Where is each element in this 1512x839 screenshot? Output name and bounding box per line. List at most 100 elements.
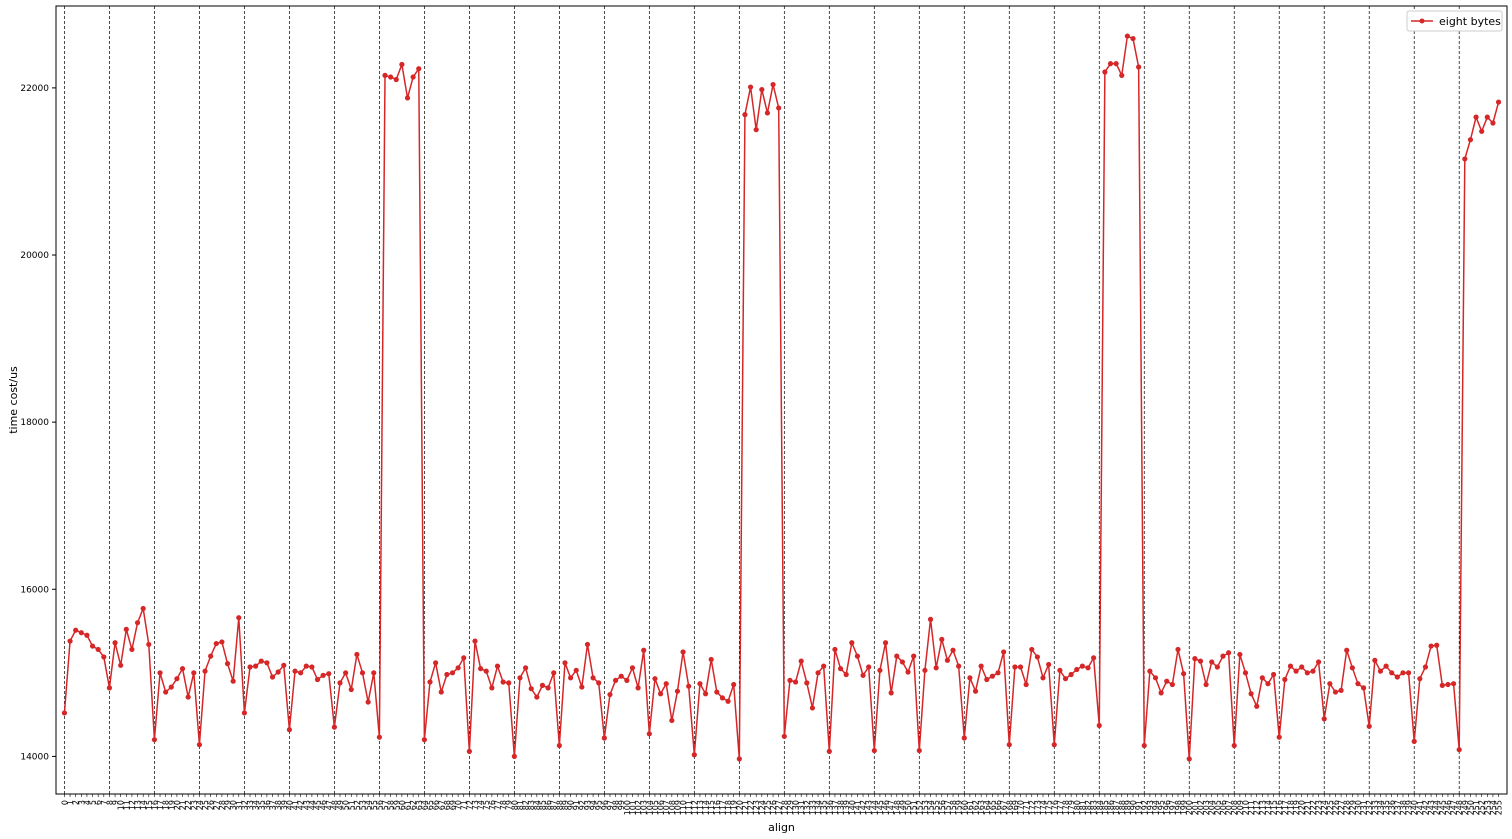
point-18 <box>163 689 169 695</box>
point-175 <box>1046 661 1052 668</box>
x-tick-label-243: 243 <box>1427 800 1436 815</box>
x-tick-label-53: 53 <box>359 800 368 810</box>
x-tick-label-81: 81 <box>516 800 525 810</box>
point-218 <box>1287 663 1294 669</box>
x-tick-label-201: 201 <box>1191 800 1200 815</box>
legend: eight bytes <box>1406 10 1503 32</box>
x-tick-label-234: 234 <box>1376 800 1385 815</box>
point-185 <box>1102 69 1108 75</box>
x-axis-label: align <box>768 821 795 834</box>
x-tick-label-181: 181 <box>1078 800 1087 815</box>
y-tick-label-18000: 18000 <box>20 418 49 428</box>
point-92 <box>579 684 585 690</box>
x-tick-label-248: 248 <box>1455 800 1464 815</box>
point-237 <box>1394 674 1400 680</box>
x-tick-label-13: 13 <box>134 800 143 810</box>
x-tick-label-168: 168 <box>1005 800 1014 815</box>
x-tick-label-195: 195 <box>1157 800 1166 815</box>
x-tick-label-209: 209 <box>1236 800 1245 815</box>
point-2 <box>73 627 79 633</box>
x-tick-label-152: 152 <box>915 800 924 815</box>
point-76 <box>489 685 495 691</box>
point-192 <box>1141 742 1147 749</box>
x-tick-label-192: 192 <box>1140 800 1149 815</box>
point-41 <box>292 668 298 674</box>
point-79 <box>506 680 512 686</box>
point-30 <box>230 678 236 684</box>
x-tick-label-129: 129 <box>786 800 795 815</box>
x-tick-label-155: 155 <box>932 800 941 815</box>
point-9 <box>112 640 118 646</box>
x-tick-label-148: 148 <box>893 800 902 815</box>
point-161 <box>967 675 973 681</box>
x-tick-label-153: 153 <box>921 800 930 815</box>
point-62 <box>410 74 416 80</box>
x-tick-label-249: 249 <box>1461 800 1470 815</box>
point-241 <box>1417 676 1423 682</box>
x-tick-label-26: 26 <box>207 800 216 810</box>
point-58 <box>388 74 394 80</box>
x-tick-label-183: 183 <box>1090 800 1099 815</box>
point-33 <box>247 664 253 670</box>
x-tick-label-223: 223 <box>1315 800 1324 815</box>
x-tick-label-139: 139 <box>842 800 851 815</box>
x-tick-label-4: 4 <box>83 800 92 805</box>
x-tick-label-64: 64 <box>420 800 429 810</box>
point-140 <box>849 640 855 646</box>
point-71 <box>461 655 467 661</box>
x-tick-label-25: 25 <box>201 800 210 810</box>
point-126 <box>770 81 776 88</box>
point-187 <box>1113 61 1119 67</box>
point-67 <box>438 689 444 695</box>
point-179 <box>1068 671 1074 678</box>
x-tick-label-188: 188 <box>1118 800 1127 815</box>
x-tick-label-156: 156 <box>938 800 947 815</box>
point-141 <box>854 653 861 659</box>
point-93 <box>584 641 591 648</box>
x-tick-label-161: 161 <box>966 800 975 815</box>
point-110 <box>680 649 686 655</box>
x-tick-label-72: 72 <box>465 800 474 810</box>
point-128 <box>781 733 787 739</box>
x-tick-label-86: 86 <box>544 800 553 810</box>
point-252 <box>1479 128 1485 134</box>
x-tick-label-24: 24 <box>195 800 204 810</box>
x-tick-label-18: 18 <box>162 800 171 810</box>
x-tick-label-154: 154 <box>927 800 936 815</box>
point-109 <box>674 688 681 694</box>
point-166 <box>995 670 1001 676</box>
x-tick-label-34: 34 <box>252 800 261 810</box>
point-3 <box>78 630 84 636</box>
point-70 <box>455 665 461 671</box>
point-8 <box>106 685 113 691</box>
x-tick-label-96: 96 <box>600 800 609 810</box>
point-221 <box>1304 670 1310 676</box>
point-89 <box>562 660 568 666</box>
x-axis-ticks: 0123456789101112131415161718192021222324… <box>60 794 1504 815</box>
point-81 <box>517 675 523 681</box>
point-148 <box>894 653 900 659</box>
x-tick-label-125: 125 <box>763 800 772 815</box>
point-219 <box>1293 668 1299 674</box>
point-12 <box>129 646 135 653</box>
point-72 <box>466 748 472 754</box>
x-tick-label-232: 232 <box>1365 800 1374 815</box>
x-tick-label-54: 54 <box>364 800 373 810</box>
x-tick-label-79: 79 <box>505 800 514 810</box>
x-tick-label-254: 254 <box>1489 800 1498 815</box>
x-tick-label-180: 180 <box>1073 800 1082 815</box>
point-52 <box>354 651 360 658</box>
x-tick-label-131: 131 <box>797 800 806 815</box>
point-65 <box>427 679 433 685</box>
point-163 <box>978 663 984 669</box>
point-60 <box>399 61 405 68</box>
point-11 <box>123 626 129 632</box>
x-tick-label-65: 65 <box>426 800 435 810</box>
point-249 <box>1462 156 1468 162</box>
point-85 <box>539 682 546 688</box>
series-eight-bytes <box>61 33 1502 762</box>
x-tick-label-186: 186 <box>1107 800 1116 815</box>
x-tick-label-169: 169 <box>1011 800 1020 815</box>
point-165 <box>989 673 996 679</box>
x-tick-label-93: 93 <box>583 800 592 810</box>
